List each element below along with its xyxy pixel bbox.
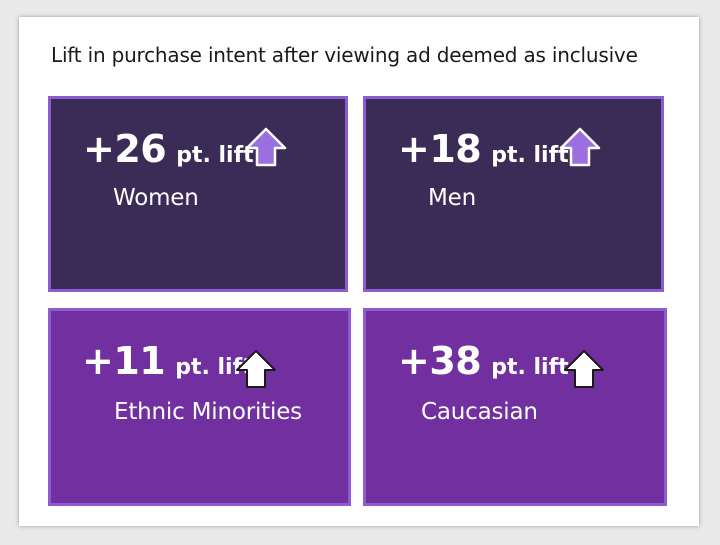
lift-value-men: +18 pt. lift bbox=[398, 127, 569, 171]
segment-label-women: Women bbox=[113, 185, 199, 211]
slide: Lift in purchase intent after viewing ad… bbox=[19, 17, 699, 526]
segment-label-ethnic-minorities: Ethnic Minorities bbox=[114, 399, 302, 425]
stat-card-caucasian: +38 pt. lift Caucasian bbox=[363, 308, 667, 506]
lift-unit: pt. lift bbox=[491, 355, 569, 380]
lift-number: +11 bbox=[82, 339, 166, 383]
lift-number: +38 bbox=[398, 339, 482, 383]
lift-unit: pt. lift bbox=[176, 143, 254, 168]
lift-value-women: +26 pt. lift bbox=[83, 127, 254, 171]
lift-value-caucasian: +38 pt. lift bbox=[398, 339, 569, 383]
stat-card-ethnic-minorities: +11 pt. lift Ethnic Minorities bbox=[48, 308, 351, 506]
segment-label-caucasian: Caucasian bbox=[421, 399, 538, 425]
up-arrow-white-icon bbox=[236, 350, 276, 388]
stat-card-women: +26 pt. lift Women bbox=[48, 96, 348, 292]
lift-number: +26 bbox=[83, 127, 167, 171]
lift-unit: pt. lift bbox=[491, 143, 569, 168]
segment-label-men: Men bbox=[428, 185, 476, 211]
lift-value-ethnic-minorities: +11 pt. lift bbox=[82, 339, 253, 383]
up-arrow-white-icon bbox=[564, 350, 604, 388]
stat-card-men: +18 pt. lift Men bbox=[363, 96, 664, 292]
lift-number: +18 bbox=[398, 127, 482, 171]
up-arrow-purple-icon bbox=[559, 127, 601, 167]
chart-title: Lift in purchase intent after viewing ad… bbox=[51, 43, 638, 67]
up-arrow-purple-icon bbox=[245, 127, 287, 167]
